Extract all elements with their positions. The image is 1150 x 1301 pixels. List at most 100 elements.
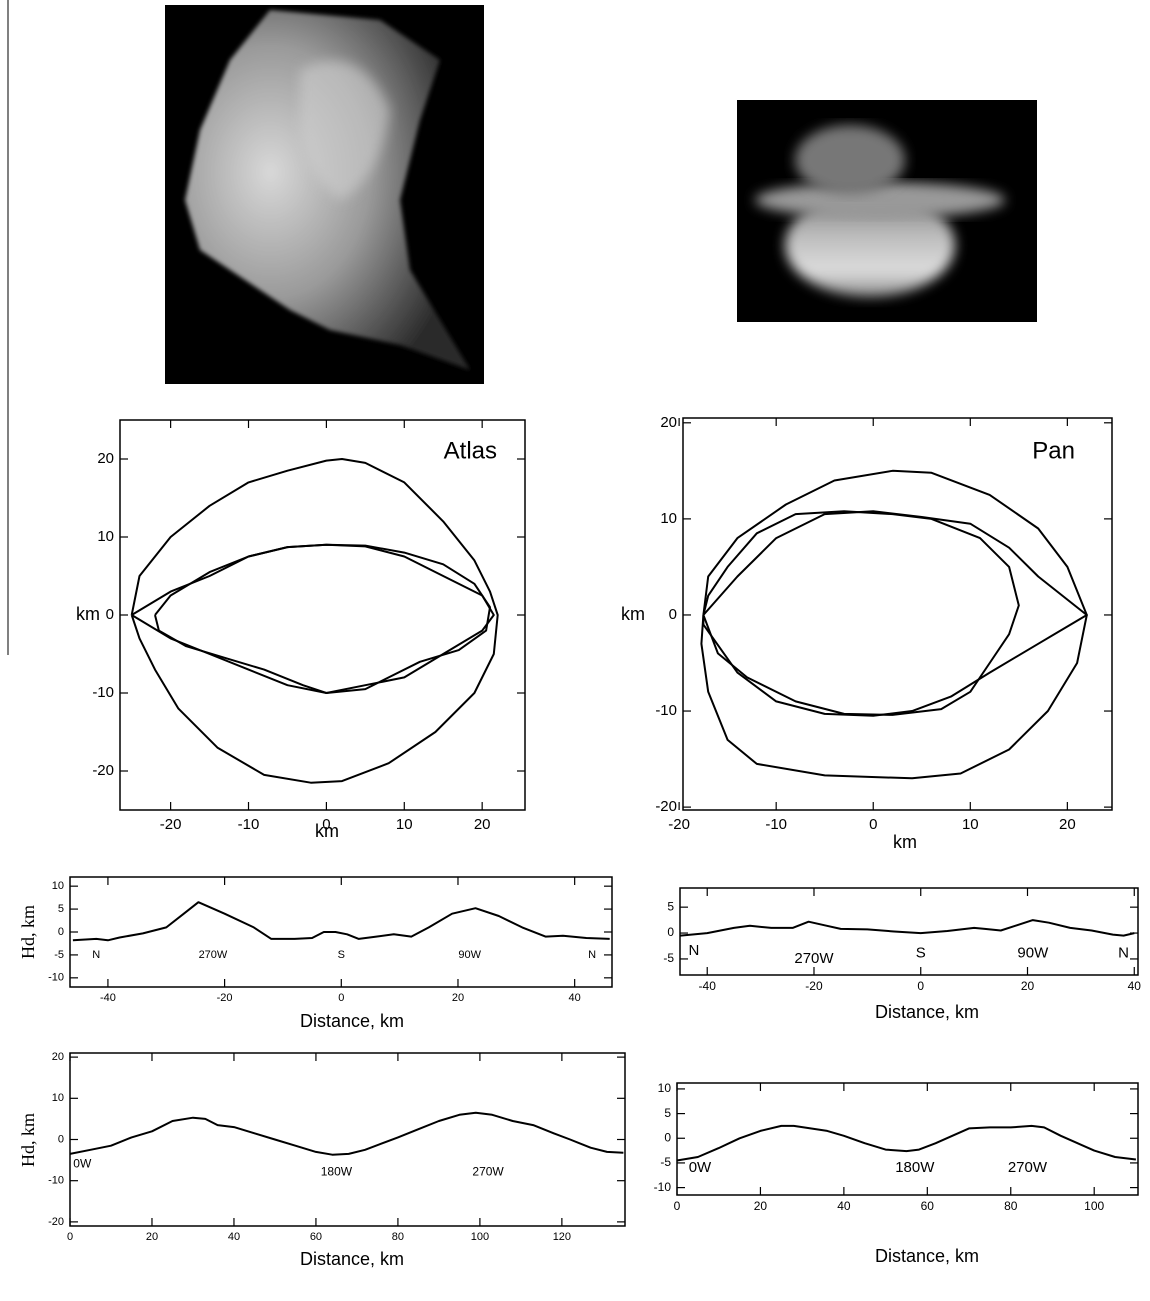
x-tick-label: 20 [146,1231,158,1243]
x-tick-label: -20 [805,979,823,993]
x-axis-label: Distance, km [875,1246,979,1266]
x-axis-label: Distance, km [300,1011,404,1031]
x-axis-label: Distance, km [875,1002,979,1022]
y-tick-label: -10 [48,972,64,984]
y-tick-label: 20 [97,450,114,467]
annotation: 0W [689,1159,712,1176]
y-tick-label: 10 [97,528,114,545]
y-tick-label: -10 [654,1180,672,1194]
x-tick-label: 60 [310,1231,322,1243]
y-tick-label: -5 [663,951,674,965]
line-series [680,919,1135,937]
annotation: 180W [321,1165,353,1179]
y-tick-label: -10 [48,1175,64,1187]
y-axis-label: Hd, km [18,905,38,959]
y-tick-label: -10 [92,684,114,701]
y-tick-label: 20 [52,1051,64,1063]
x-tick-label: -40 [699,979,717,993]
x-tick-label: 60 [921,1199,935,1213]
y-tick-label: -5 [54,949,64,961]
x-tick-label: 80 [1004,1199,1018,1213]
x-tick-label: 40 [837,1199,851,1213]
x-tick-label: 20 [452,992,464,1004]
x-tick-label: 20 [754,1199,768,1213]
annotation: N [588,949,596,961]
y-tick-label: -20 [92,762,114,779]
y-axis-label: km [76,604,100,624]
plot-frame [679,887,1139,976]
x-tick-label: 0 [67,1231,73,1243]
x-tick-label: 10 [396,816,413,833]
plot-frame [682,417,1113,811]
y-tick-label: 10 [658,1081,672,1095]
line-series [676,1124,1137,1162]
x-tick-label: 20 [474,816,491,833]
y-tick-label: -5 [660,1155,671,1169]
x-tick-label: -10 [238,816,260,833]
y-tick-label: 10 [52,880,64,892]
y-tick-label: 5 [667,899,674,913]
y-tick-label: 5 [664,1106,671,1120]
line-series [702,510,1020,716]
x-tick-label: 20 [1021,979,1035,993]
x-tick-label: 100 [1084,1199,1104,1213]
x-tick-label: 0 [674,1199,681,1213]
annotation: N [688,942,699,959]
x-tick-label: -20 [160,816,182,833]
x-tick-label: 40 [569,992,581,1004]
annotation: 0W [73,1156,92,1170]
x-tick-label: 100 [471,1231,489,1243]
annotation: 90W [1017,945,1049,962]
annotation: 270W [794,950,834,967]
y-tick-label: 0 [669,606,677,623]
line-series [154,543,491,694]
x-tick-label: 40 [228,1231,240,1243]
line-series [131,543,495,694]
pan-photo [737,100,1037,322]
annotation: 90W [458,949,481,961]
x-tick-label: 80 [392,1231,404,1243]
line-series [69,1111,624,1156]
annotation: 270W [199,949,228,961]
annotation: N [1118,945,1129,962]
plot-frame [69,1052,626,1227]
annotation: 180W [895,1159,935,1176]
x-tick-label: 0 [869,816,877,833]
y-tick-label: 0 [58,926,64,938]
x-tick-label: -10 [765,816,787,833]
x-tick-label: -20 [217,992,233,1004]
annotation: 270W [472,1165,504,1179]
y-axis-label: km [621,604,645,624]
y-tick-label: -20 [48,1216,64,1228]
y-tick-label: -20 [655,798,677,815]
y-tick-label: 0 [106,606,114,623]
y-tick-label: -10 [655,702,677,719]
chart-title: Atlas [444,437,497,464]
y-tick-label: 10 [660,510,677,527]
chart-title: Pan [1032,437,1075,464]
x-tick-label: 0 [917,979,924,993]
x-tick-label: 0 [338,992,344,1004]
y-tick-label: 0 [664,1130,671,1144]
y-tick-label: 20 [660,414,677,431]
annotation: N [92,949,100,961]
x-axis-label: Distance, km [300,1249,404,1269]
x-tick-label: 10 [962,816,979,833]
line-series [72,901,610,942]
x-axis-label: km [893,832,917,852]
x-tick-label: 0 [322,816,330,833]
plot-frame [119,419,526,811]
x-axis-label: km [315,821,339,841]
atlas-photo [165,5,484,384]
y-tick-label: 5 [58,903,64,915]
y-tick-label: 0 [667,925,674,939]
line-series [700,469,1088,780]
x-tick-label: -40 [100,992,116,1004]
annotation: S [338,949,345,961]
y-tick-label: 0 [58,1133,64,1145]
line-series [702,510,1088,717]
line-series [130,458,499,784]
annotation: S [916,945,926,962]
x-tick-label: 40 [1128,979,1142,993]
